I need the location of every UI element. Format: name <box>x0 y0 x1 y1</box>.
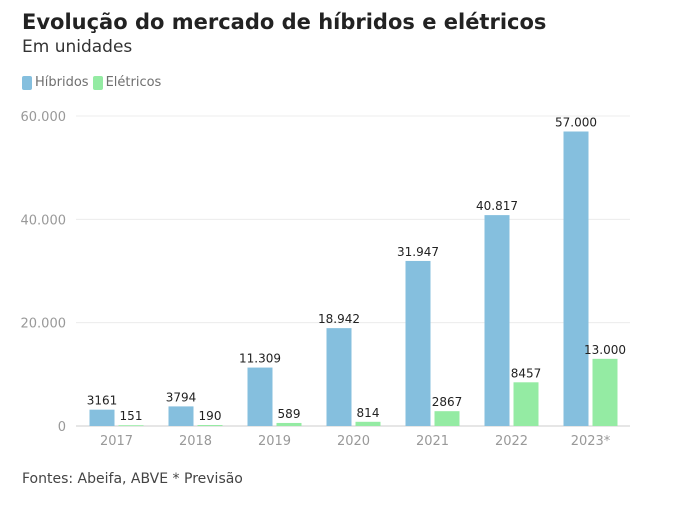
bar-hibridos[interactable] <box>563 131 589 427</box>
y-tick-label: 0 <box>58 420 66 435</box>
data-label-hibridos: 57.000 <box>555 116 597 130</box>
data-label-eletricos: 13.000 <box>584 343 626 357</box>
y-tick-label: 40.000 <box>21 213 67 228</box>
data-label-eletricos: 589 <box>278 407 301 421</box>
y-tick-label: 20.000 <box>21 317 67 332</box>
x-tick-label: 2021 <box>416 434 449 449</box>
bar-hibridos[interactable] <box>405 260 431 426</box>
data-label-eletricos: 8457 <box>511 366 542 380</box>
bar-hibridos[interactable] <box>484 215 510 426</box>
x-tick-label: 2018 <box>179 434 212 449</box>
x-tick-label: 2022 <box>495 434 528 449</box>
legend-item-eletricos[interactable]: Elétricos <box>92 75 162 90</box>
data-label-eletricos: 814 <box>357 406 380 420</box>
gridlines <box>76 115 630 427</box>
data-label-eletricos: 190 <box>199 409 222 423</box>
bar-hibridos[interactable] <box>326 328 352 426</box>
x-tick-label: 2019 <box>258 434 291 449</box>
data-label-hibridos: 11.309 <box>239 352 281 366</box>
bar-hibridos[interactable] <box>168 406 194 426</box>
data-label-hibridos: 3794 <box>166 390 197 404</box>
bar-eletricos[interactable] <box>197 425 223 426</box>
bar-eletricos[interactable] <box>513 382 539 426</box>
bar-eletricos[interactable] <box>355 421 381 426</box>
bar-eletricos[interactable] <box>118 425 144 426</box>
bar-hibridos[interactable] <box>89 409 115 426</box>
x-tick-label: 2020 <box>337 434 370 449</box>
bars <box>89 131 618 427</box>
chart-title: Evolução do mercado de híbridos e elétri… <box>22 10 547 34</box>
bar-eletricos[interactable] <box>276 422 302 426</box>
legend-item-hibridos[interactable]: Híbridos <box>22 75 89 90</box>
x-tick-label: 2017 <box>100 434 133 449</box>
data-label-hibridos: 40.817 <box>476 199 518 213</box>
legend-label-eletricos: Elétricos <box>105 75 162 90</box>
bar-hibridos[interactable] <box>247 367 273 426</box>
bar-eletricos[interactable] <box>592 358 618 426</box>
x-tick-label: 2023* <box>571 434 611 449</box>
legend-label-hibridos: Híbridos <box>35 75 89 90</box>
data-label-hibridos: 3161 <box>87 394 118 408</box>
data-label-hibridos: 18.942 <box>318 312 360 326</box>
data-label-eletricos: 2867 <box>432 395 463 409</box>
x-axis-ticks: 2017 2018 2019 2020 2021 2022 2023* <box>100 434 611 449</box>
legend-swatch-hibridos <box>22 75 32 90</box>
legend-swatch-eletricos <box>92 75 103 90</box>
chart-legend: Híbridos Elétricos <box>22 75 165 90</box>
chart-subtitle: Em unidades <box>22 37 133 57</box>
bar-eletricos[interactable] <box>434 411 460 426</box>
source-note: Fontes: Abeifa, ABVE * Previsão <box>22 471 243 487</box>
data-label-eletricos: 151 <box>120 409 143 423</box>
y-tick-label: 60.000 <box>21 110 67 125</box>
y-axis-ticks: 0 20.000 40.000 60.000 <box>21 110 67 435</box>
data-label-hibridos: 31.947 <box>397 245 439 259</box>
